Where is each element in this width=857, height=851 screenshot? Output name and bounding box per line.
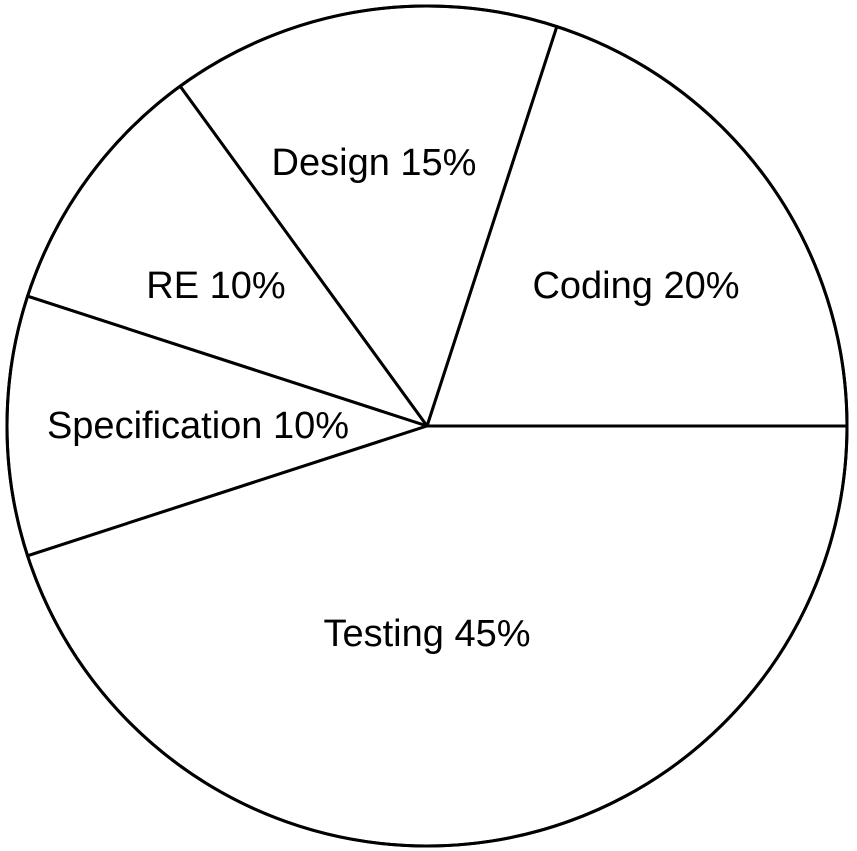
slice-label-specification: Specification 10% <box>47 405 349 447</box>
pie-outline <box>5 4 849 848</box>
slice-label-testing: Testing 45% <box>323 613 530 655</box>
slice-label-re: RE 10% <box>146 265 285 307</box>
slice-label-coding: Coding 20% <box>532 265 739 307</box>
slice-label-design: Design 15% <box>272 142 477 184</box>
pie-slices <box>5 4 849 848</box>
pie-labels: Coding 20% Design 15% RE 10% Specificati… <box>47 142 740 655</box>
